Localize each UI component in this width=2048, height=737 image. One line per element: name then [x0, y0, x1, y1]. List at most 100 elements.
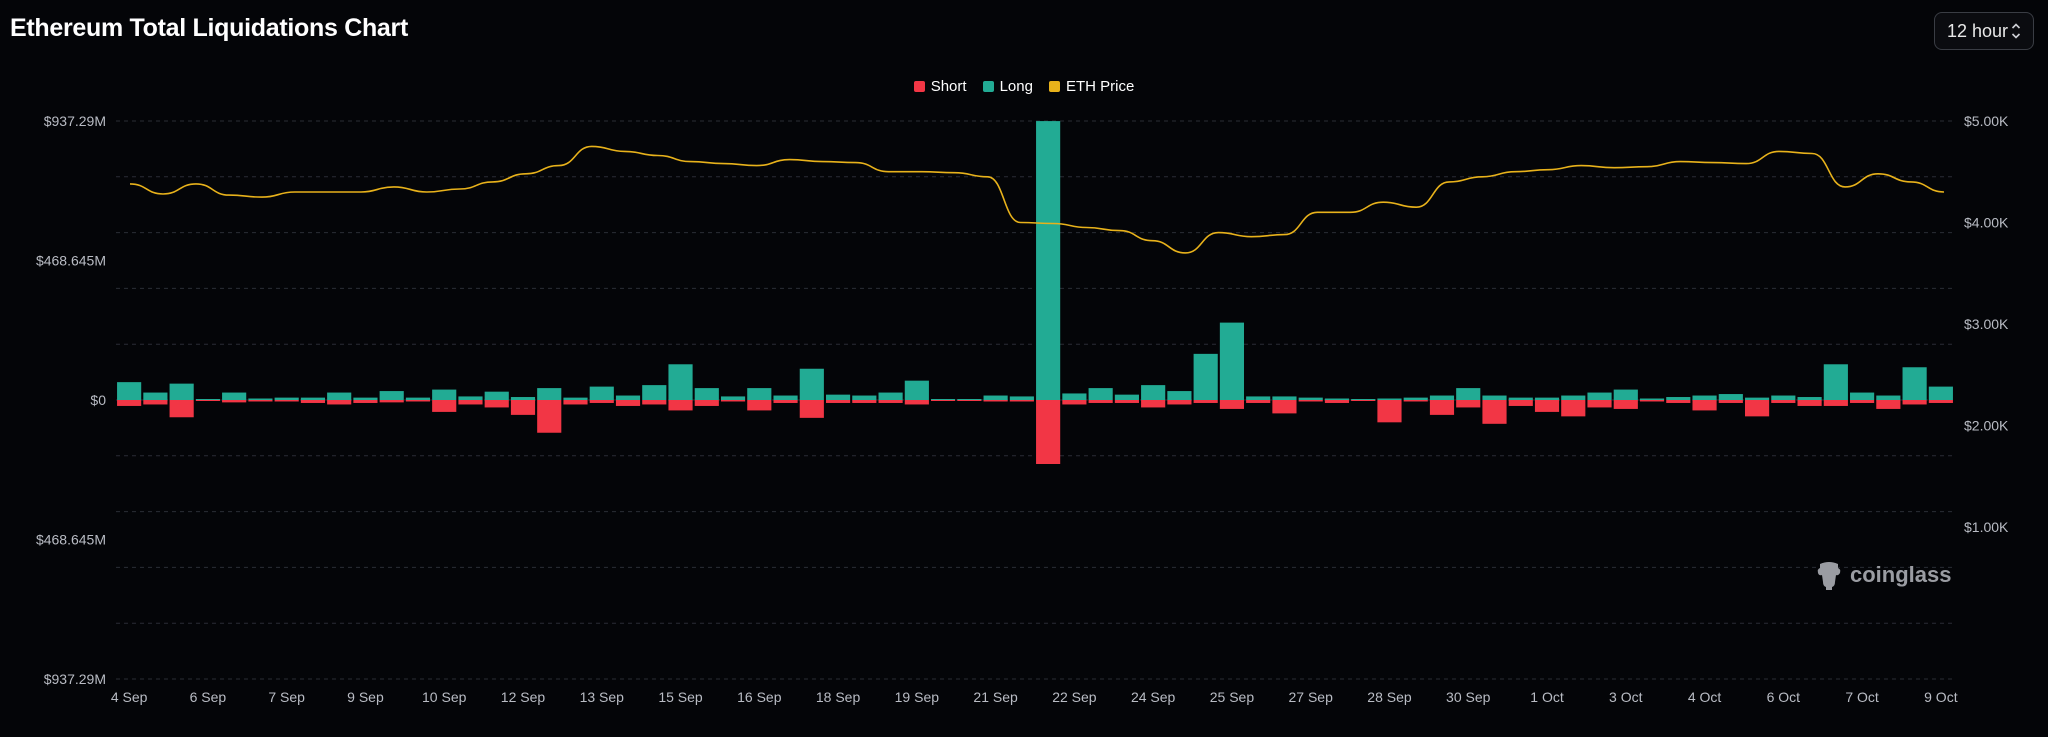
interval-select[interactable]: 12 hour	[1934, 12, 2034, 50]
x-axis-tick: 4 Oct	[1688, 689, 1722, 705]
x-axis-tick: 28 Sep	[1367, 689, 1412, 705]
x-axis-tick: 4 Sep	[111, 689, 148, 705]
long-bar	[1850, 392, 1875, 400]
long-bar	[1587, 392, 1612, 400]
x-axis-tick: 10 Sep	[422, 689, 467, 705]
legend-item-short[interactable]: Short	[913, 78, 967, 95]
right-axis-tick: $1.00K	[1964, 519, 2009, 535]
long-bar	[432, 389, 457, 400]
short-bar	[1666, 400, 1691, 403]
x-axis-tick: 9 Oct	[1924, 689, 1958, 705]
long-bar	[642, 385, 667, 400]
x-axis-tick: 16 Sep	[737, 689, 782, 705]
long-bar	[1246, 396, 1271, 400]
x-axis-tick: 18 Sep	[816, 689, 861, 705]
long-bar	[1167, 391, 1192, 400]
short-bar	[878, 400, 903, 403]
long-bar	[799, 368, 824, 400]
short-bar	[1823, 400, 1848, 406]
x-axis-tick: 3 Oct	[1609, 689, 1643, 705]
long-bar	[1219, 322, 1245, 400]
short-bar	[931, 400, 956, 401]
legend-label-short: Short	[930, 78, 967, 95]
short-bar	[1771, 400, 1796, 403]
short-bar	[957, 400, 982, 401]
x-axis-tick: 12 Sep	[501, 689, 546, 705]
long-bar	[1482, 395, 1507, 400]
short-bar	[1561, 400, 1586, 417]
left-axis-tick: $0	[90, 392, 106, 408]
short-bar	[143, 400, 168, 405]
short-bar	[1456, 400, 1481, 408]
legend-label-long: Long	[999, 78, 1033, 95]
legend-item-long[interactable]: Long	[982, 78, 1033, 95]
short-bar	[1141, 400, 1166, 408]
long-bar	[1561, 395, 1586, 400]
short-bar	[1692, 400, 1717, 411]
right-axis-tick: $3.00K	[1964, 316, 2009, 332]
long-bar	[1613, 389, 1638, 400]
long-bar	[1009, 396, 1034, 400]
short-bar	[195, 400, 220, 401]
short-bar	[484, 400, 509, 408]
short-bar	[1062, 400, 1087, 405]
x-axis-tick: 27 Sep	[1289, 689, 1334, 705]
long-bar	[1403, 397, 1428, 400]
long-bar	[1508, 397, 1533, 400]
x-axis-tick: 21 Sep	[973, 689, 1018, 705]
short-bar	[222, 400, 247, 403]
short-bar	[563, 400, 588, 405]
x-axis-tick: 19 Sep	[895, 689, 940, 705]
short-bar	[904, 400, 929, 405]
long-bar	[379, 391, 404, 400]
coinglass-watermark: coinglass	[1816, 560, 1951, 590]
long-bar	[668, 364, 693, 400]
short-bar	[1009, 400, 1034, 402]
long-bar	[878, 392, 903, 400]
long-bar	[143, 392, 168, 400]
short-bar	[642, 400, 667, 405]
legend-item-eth-price[interactable]: ETH Price	[1048, 78, 1134, 95]
short-bar	[1246, 400, 1271, 403]
short-bar	[1587, 400, 1612, 408]
long-bar	[1298, 397, 1323, 400]
long-bar	[1324, 398, 1350, 400]
legend-swatch-short	[913, 81, 925, 92]
long-bar	[169, 383, 194, 400]
long-bar	[1141, 385, 1166, 400]
long-bar	[484, 391, 509, 400]
long-bar	[1036, 121, 1061, 400]
x-axis-tick: 25 Sep	[1210, 689, 1255, 705]
short-bar	[510, 400, 536, 415]
long-bar	[957, 399, 982, 400]
long-bar	[589, 386, 614, 400]
x-axis-tick: 9 Sep	[347, 689, 384, 705]
short-bar	[694, 400, 719, 406]
right-axis-tick: $5.00K	[1964, 113, 2009, 129]
short-bar	[1403, 400, 1428, 402]
bars	[117, 121, 1953, 464]
long-bar	[458, 396, 483, 400]
short-bar	[1534, 400, 1560, 412]
short-bar	[720, 400, 746, 402]
left-axis-tick: $468.645M	[36, 253, 106, 269]
short-bar	[1114, 400, 1139, 403]
long-bar	[931, 399, 956, 400]
long-bar	[1639, 398, 1665, 400]
short-bar	[1718, 400, 1743, 403]
x-axis-tick: 22 Sep	[1052, 689, 1097, 705]
x-axis-tick: 7 Oct	[1845, 689, 1879, 705]
left-axis-tick: $937.29M	[44, 671, 106, 687]
long-bar	[1377, 398, 1402, 400]
short-bar	[1219, 400, 1245, 409]
short-bar	[825, 400, 851, 403]
short-bar	[615, 400, 641, 406]
x-axis-tick: 30 Sep	[1446, 689, 1491, 705]
watermark-text: coinglass	[1850, 562, 1952, 587]
long-bar	[1692, 395, 1717, 400]
long-bar	[327, 392, 352, 400]
long-bar	[195, 399, 220, 400]
chart-legend: Short Long ETH Price	[0, 78, 2048, 95]
short-bar	[1088, 400, 1113, 403]
